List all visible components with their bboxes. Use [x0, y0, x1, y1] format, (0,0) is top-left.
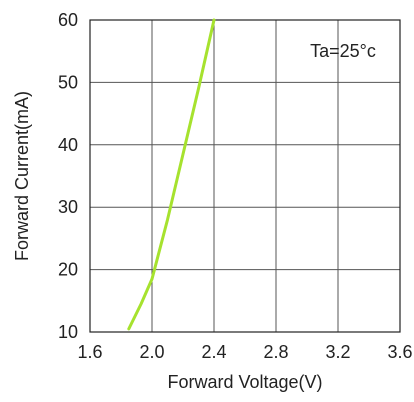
series-layer [127, 18, 216, 331]
y-axis-title: Forward Current(mA) [12, 91, 32, 261]
x-tick-labels: 1.6 2.0 2.4 2.8 3.2 3.6 [77, 342, 412, 362]
x-axis-title: Forward Voltage(V) [167, 372, 322, 392]
y-tick-labels: 10 20 30 40 50 60 [58, 10, 78, 342]
temperature-annotation: Ta=25°c [310, 41, 376, 61]
y-tick-label: 30 [58, 197, 78, 217]
series-line [127, 18, 216, 331]
x-tick-label: 2.8 [263, 342, 288, 362]
x-tick-label: 2.4 [201, 342, 226, 362]
y-tick-label: 50 [58, 72, 78, 92]
plot-frame [89, 19, 401, 333]
grid [90, 20, 400, 332]
y-tick-label: 10 [58, 322, 78, 342]
x-tick-label: 3.6 [387, 342, 412, 362]
x-tick-label: 3.2 [325, 342, 350, 362]
y-tick-label: 40 [58, 135, 78, 155]
y-tick-label: 60 [58, 10, 78, 30]
x-tick-label: 1.6 [77, 342, 102, 362]
y-tick-label: 20 [58, 260, 78, 280]
x-tick-label: 2.0 [139, 342, 164, 362]
